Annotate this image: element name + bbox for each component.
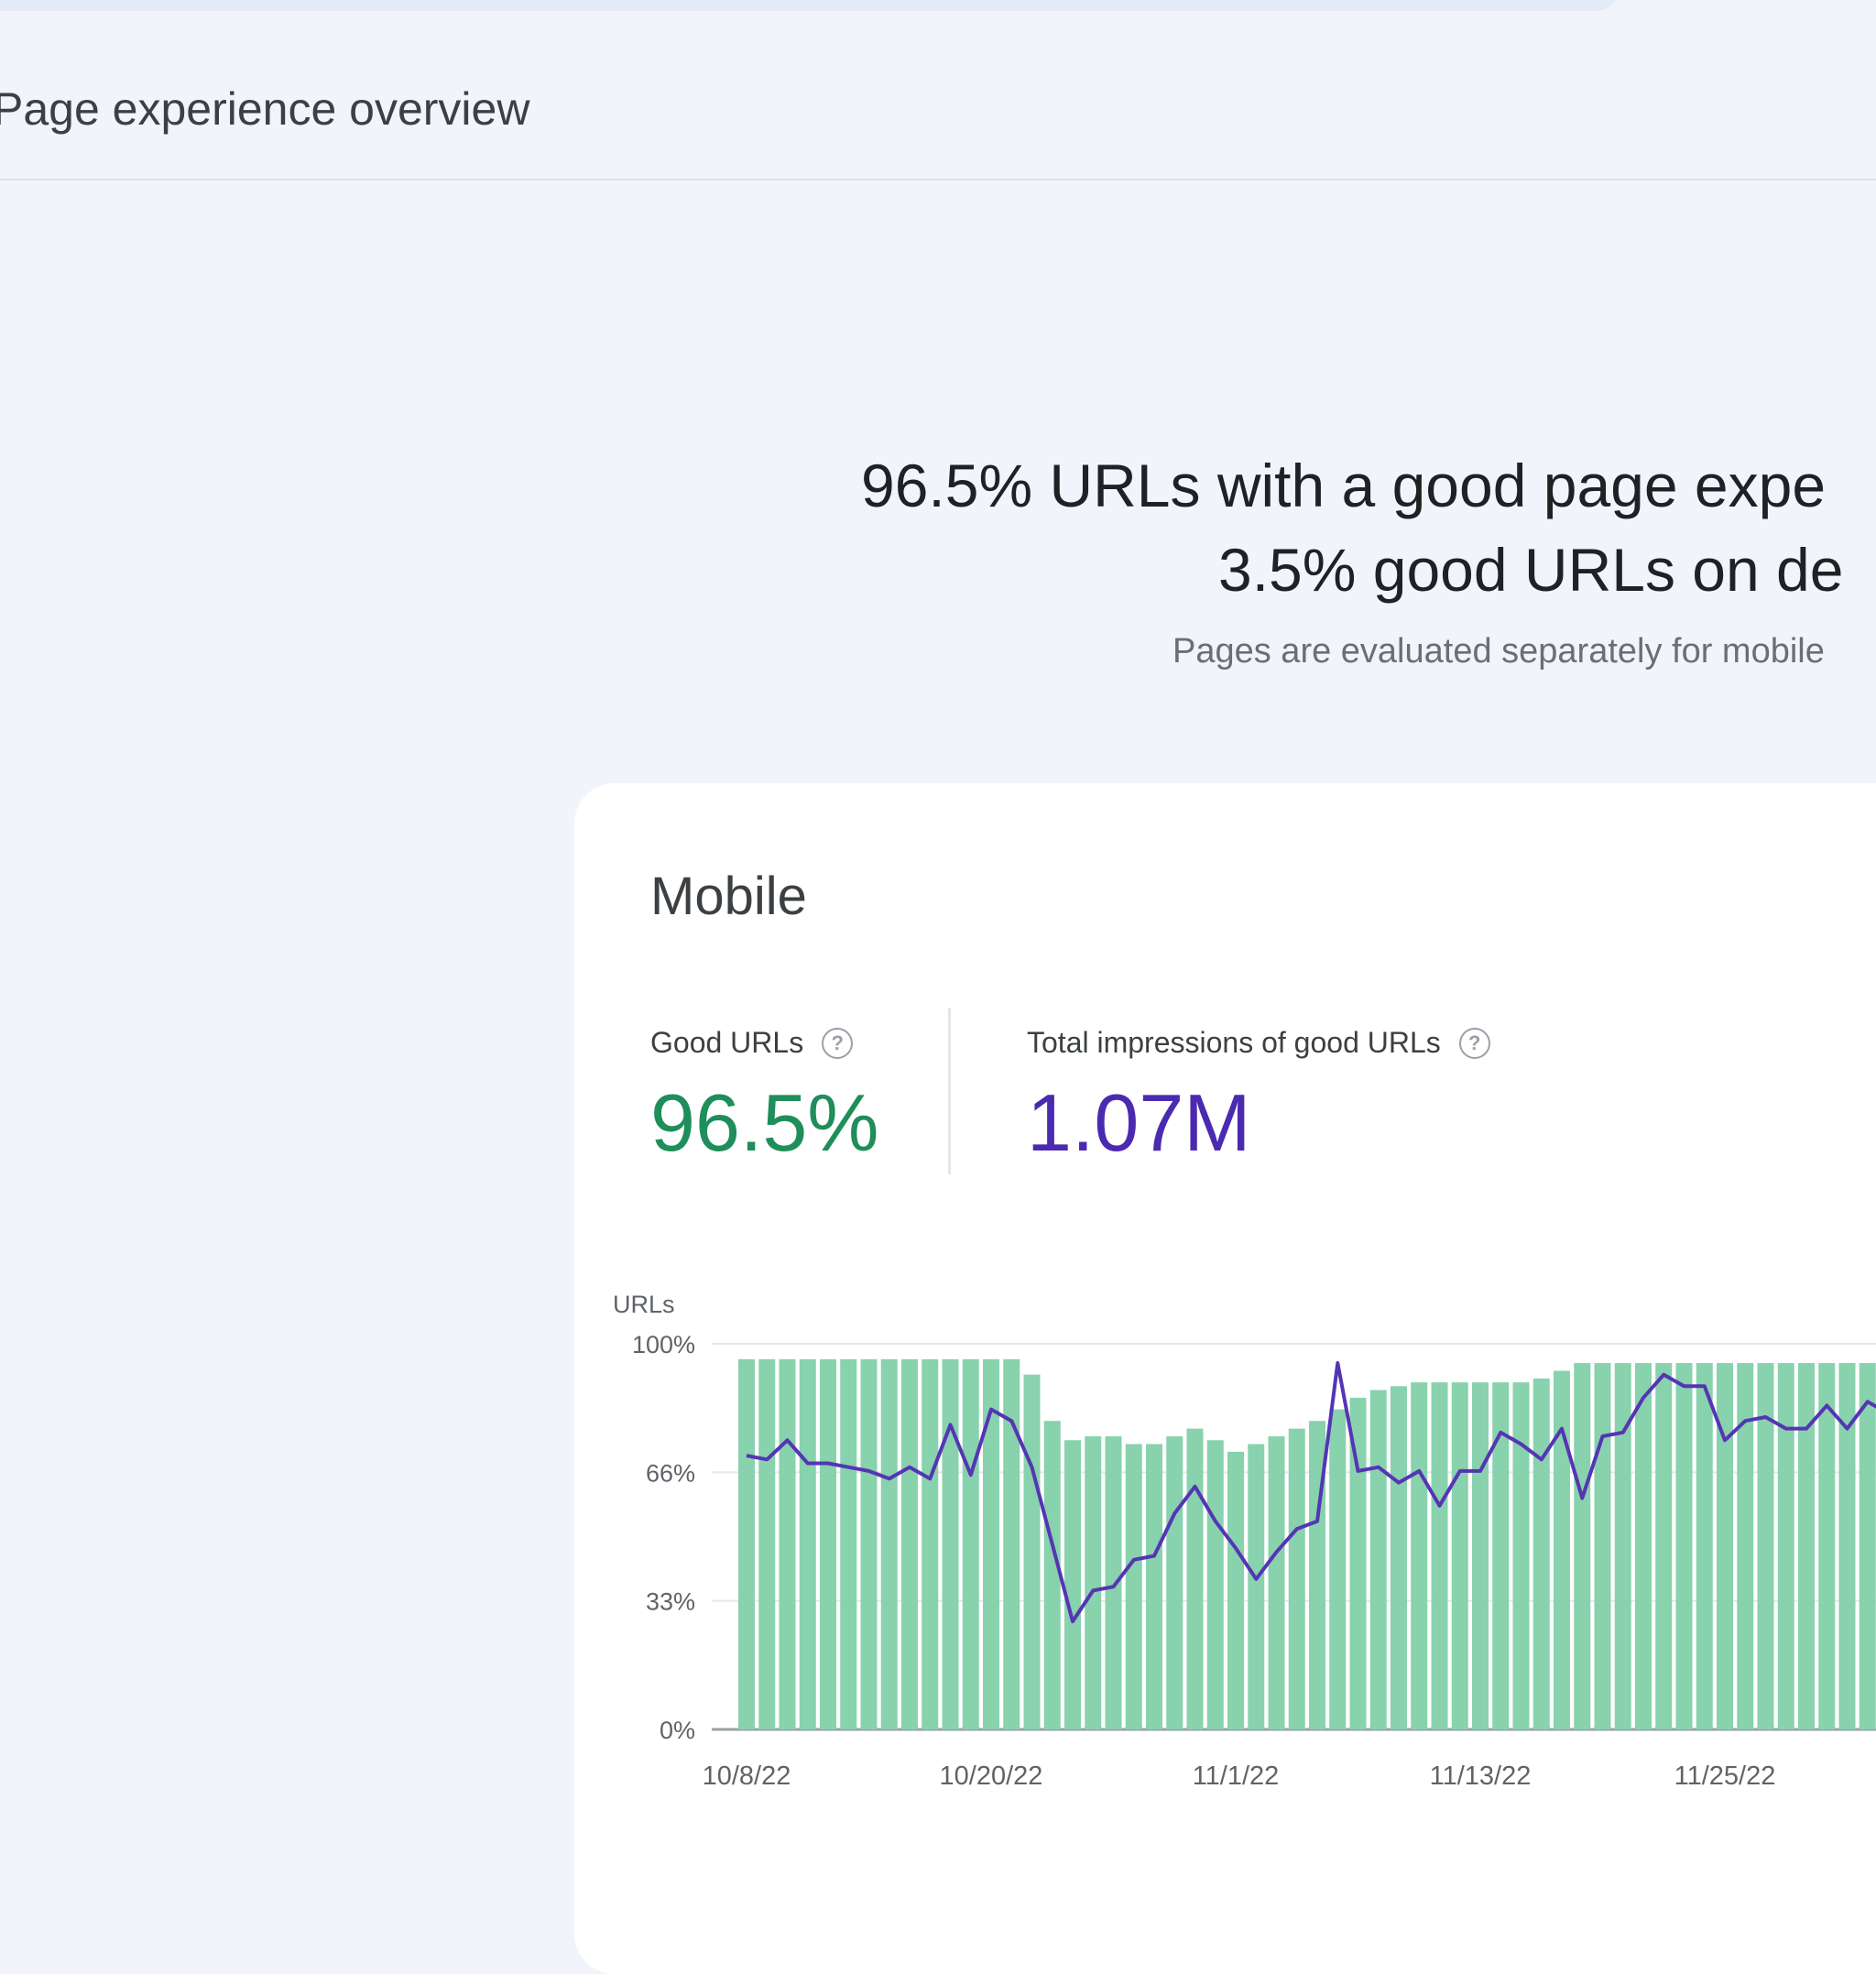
good-urls-metric: Good URLs ? 96.5% [650, 1026, 879, 1170]
x-tick-label: 11/1/22 [1193, 1761, 1280, 1791]
bar [1757, 1363, 1774, 1729]
bar [1737, 1363, 1754, 1729]
good-urls-label-row: Good URLs ? [650, 1026, 879, 1060]
bar [1451, 1382, 1468, 1729]
impressions-metric: Total impressions of good URLs ? 1.07M [1027, 1026, 1490, 1170]
y-tick-label: 66% [646, 1459, 695, 1487]
summary-headline: 96.5% URLs with a good page expe [861, 452, 1827, 519]
bar [1023, 1374, 1041, 1729]
y-tick-label: 0% [660, 1717, 695, 1744]
good-urls-value: 96.5% [650, 1077, 879, 1168]
bar [1288, 1428, 1305, 1729]
bar [942, 1358, 959, 1729]
bar [1369, 1390, 1387, 1729]
y-tick-label: 100% [632, 1331, 695, 1358]
bar [1043, 1421, 1061, 1729]
bar [1614, 1363, 1631, 1729]
y-tick-label: 33% [646, 1588, 695, 1616]
bar [1472, 1382, 1489, 1729]
bar [1838, 1363, 1856, 1729]
bar [1268, 1436, 1285, 1729]
mobile-card[interactable]: Mobile Good URLs ? 96.5% Total impressio… [574, 783, 1876, 1974]
series-line [746, 1361, 1876, 1624]
bar [1003, 1358, 1020, 1729]
bar [1349, 1397, 1367, 1729]
bar [1125, 1444, 1142, 1729]
y-axis-title: URLs [613, 1291, 675, 1318]
bar [1696, 1363, 1713, 1729]
x-tick-label: 10/8/22 [703, 1761, 791, 1791]
bar [1105, 1436, 1122, 1729]
bar [922, 1358, 939, 1729]
x-tick-label: 11/25/22 [1674, 1761, 1776, 1791]
metric-divider [948, 1008, 951, 1174]
bar [1064, 1440, 1081, 1729]
x-tick-label: 11/13/22 [1430, 1761, 1532, 1791]
bar [1206, 1440, 1224, 1729]
page-header: Page experience overview [0, 0, 1876, 180]
bar [1166, 1436, 1183, 1729]
bar [1411, 1382, 1428, 1729]
bar [1227, 1451, 1244, 1729]
bar [840, 1358, 857, 1729]
bar [962, 1358, 979, 1729]
summary-note: Pages are evaluated separately for mobil… [1172, 632, 1825, 671]
bar [1512, 1382, 1530, 1729]
bar [1777, 1363, 1794, 1729]
bar [799, 1358, 816, 1729]
impressions-label-row: Total impressions of good URLs ? [1027, 1026, 1490, 1060]
top-bar [0, 0, 1620, 11]
bar [1594, 1363, 1611, 1729]
impressions-label: Total impressions of good URLs [1027, 1026, 1441, 1059]
bar [1635, 1363, 1652, 1729]
summary: 96.5% URLs with a good page expe 3.5% go… [861, 443, 1843, 671]
page-title: Page experience overview [0, 83, 530, 135]
bar [1186, 1428, 1204, 1729]
bar [1798, 1363, 1815, 1729]
bar [1655, 1363, 1673, 1729]
bar [860, 1358, 878, 1729]
bar [1391, 1386, 1407, 1729]
bar [1554, 1370, 1570, 1729]
bar [738, 1358, 755, 1729]
bar [1532, 1378, 1550, 1729]
bar [1574, 1363, 1591, 1729]
help-icon[interactable]: ? [822, 1027, 854, 1059]
help-icon[interactable]: ? [1458, 1027, 1490, 1059]
bar [1717, 1363, 1733, 1729]
x-tick-label: 10/20/22 [940, 1761, 1043, 1791]
bar [1085, 1436, 1102, 1729]
bar [1248, 1444, 1265, 1729]
bar [1859, 1363, 1876, 1729]
bar [880, 1358, 898, 1729]
bar [820, 1358, 836, 1729]
good-urls-label: Good URLs [650, 1026, 804, 1059]
bar [779, 1358, 796, 1729]
bar [1675, 1363, 1693, 1729]
summary-subheadline: 3.5% good URLs on de [1218, 536, 1844, 604]
bar [758, 1358, 776, 1729]
card-title: Mobile [650, 867, 807, 926]
urls-chart[interactable]: URLs 100% 66% 33% 0% 10/8/22 10/20/22 11/1/22 11… [574, 783, 1876, 1974]
bar [1146, 1444, 1162, 1729]
bar [1818, 1363, 1836, 1729]
bar [983, 1358, 999, 1729]
bar [901, 1358, 918, 1729]
bar [1492, 1382, 1510, 1729]
impressions-value: 1.07M [1027, 1077, 1251, 1168]
bar [1329, 1409, 1347, 1729]
bar [1431, 1382, 1448, 1729]
